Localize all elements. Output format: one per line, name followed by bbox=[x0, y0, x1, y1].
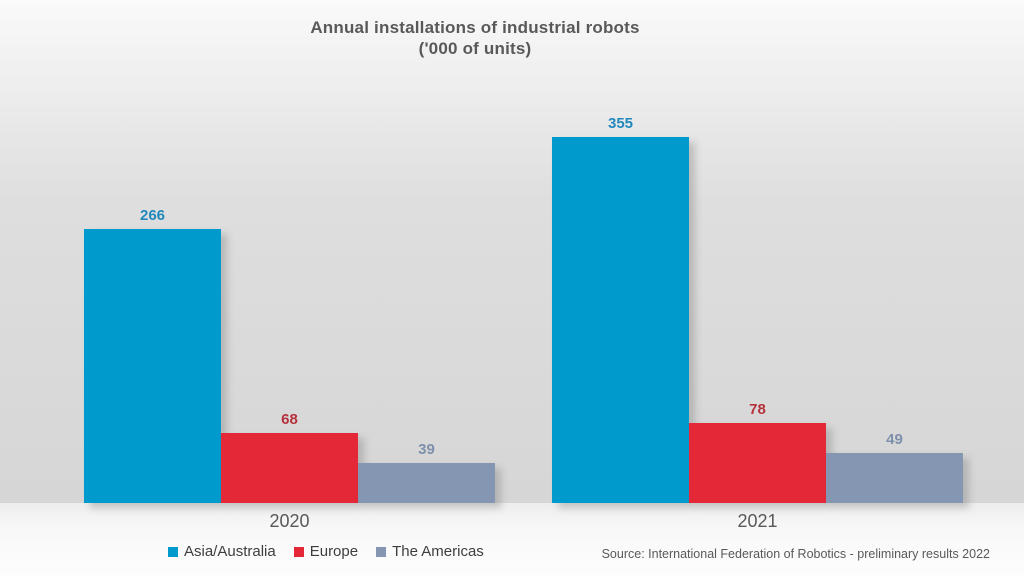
legend-swatch-icon bbox=[293, 546, 304, 557]
bar-europe-2020 bbox=[221, 433, 358, 503]
category-label-2020: 2020 bbox=[269, 511, 310, 531]
value-label-asia-australia-2020: 266 bbox=[139, 207, 166, 224]
value-label-europe-2020: 68 bbox=[281, 411, 298, 428]
bar-asia-australia-2021 bbox=[552, 137, 689, 503]
chart-title: Annual installations of industrial robot… bbox=[0, 17, 950, 59]
value-label-europe-2021: 78 bbox=[749, 401, 766, 418]
bar-asia-australia-2020 bbox=[84, 229, 221, 503]
legend-swatch-icon bbox=[376, 546, 387, 557]
value-label-the-americas-2021: 49 bbox=[886, 431, 903, 448]
legend-item-europe: Europe bbox=[293, 543, 359, 560]
chart-title-line1: Annual installations of industrial robot… bbox=[310, 18, 640, 37]
value-label-asia-australia-2021: 355 bbox=[607, 115, 634, 132]
category-label-2021: 2021 bbox=[737, 511, 778, 531]
legend-label: Asia/Australia bbox=[184, 543, 276, 560]
legend-swatch-icon bbox=[168, 546, 178, 557]
chart-legend: Asia/Australia Europe The Americas bbox=[168, 543, 484, 560]
legend-item-asia-australia: Asia/Australia bbox=[168, 543, 276, 560]
value-label-the-americas-2020: 39 bbox=[418, 441, 435, 458]
bar-europe-2021 bbox=[689, 423, 826, 503]
legend-label: The Americas bbox=[392, 543, 484, 560]
legend-item-the-americas: The Americas bbox=[376, 543, 484, 560]
bar-the-americas-2021 bbox=[826, 453, 963, 503]
legend-label: Europe bbox=[309, 543, 359, 560]
chart-title-line2: ('000 of units) bbox=[418, 39, 532, 58]
source-caption: Source: International Federation of Robo… bbox=[601, 547, 990, 561]
bar-the-americas-2020 bbox=[358, 463, 495, 503]
plot-background-floor bbox=[0, 503, 1024, 576]
